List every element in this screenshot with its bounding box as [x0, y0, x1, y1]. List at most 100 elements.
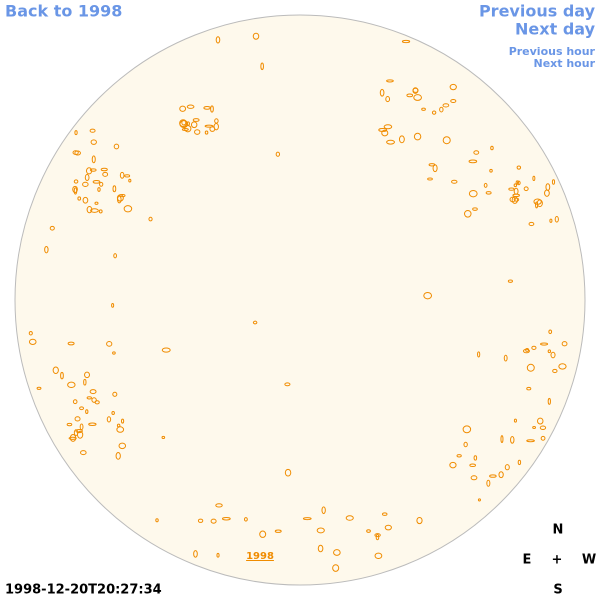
region-contour [470, 475, 478, 481]
region-contour [67, 381, 76, 389]
region-contour [197, 518, 204, 523]
region-contour [89, 128, 96, 133]
region-contour [473, 150, 480, 155]
region-contour [112, 351, 116, 355]
region-contour [317, 544, 324, 553]
region-contour [194, 129, 201, 135]
region-contour [82, 196, 89, 204]
region-contour [513, 183, 518, 188]
region-contour [118, 442, 127, 450]
region-contour [252, 32, 260, 40]
region-contour [252, 320, 258, 325]
region-contour [113, 143, 120, 150]
region-contour [90, 139, 97, 145]
region-contour [73, 179, 79, 184]
region-contour [124, 174, 131, 178]
region-contour [516, 180, 521, 186]
region-contour [512, 193, 520, 198]
region-contour [148, 216, 153, 222]
region-contour [115, 451, 121, 460]
region-contour [97, 187, 101, 192]
region-contour [332, 564, 340, 572]
region-contour [547, 349, 552, 354]
next-hour-link[interactable]: Next hour [534, 57, 596, 70]
region-contour [215, 503, 223, 508]
region-contour [428, 163, 436, 167]
region-contour [486, 479, 491, 487]
region-contour [500, 435, 504, 444]
compass-west: W [582, 553, 596, 568]
region-contour [111, 303, 115, 308]
region-contour [561, 341, 568, 347]
region-contour [386, 139, 395, 145]
region-contour [49, 225, 55, 231]
year-link[interactable]: 1998 [246, 551, 274, 562]
solar-disk [14, 14, 586, 586]
region-contour [186, 104, 195, 109]
region-contour [552, 368, 558, 374]
region-contour [221, 517, 231, 521]
region-contour [537, 417, 544, 425]
region-contour [86, 205, 93, 214]
previous-hour-link[interactable]: Previous hour [509, 45, 596, 58]
region-contour [427, 177, 433, 181]
region-contour [67, 341, 75, 346]
region-contour [540, 342, 549, 346]
region-contour [385, 96, 391, 103]
region-contour [383, 124, 393, 130]
region-contour [84, 174, 90, 181]
region-contour [116, 426, 125, 433]
region-contour [102, 171, 109, 177]
region-contour [36, 386, 42, 390]
region-contour [345, 515, 354, 521]
region-contour [442, 136, 451, 145]
region-contour [526, 363, 535, 372]
region-contour [421, 107, 426, 111]
region-contour [123, 205, 133, 213]
region-contour [112, 185, 117, 193]
region-contour [274, 529, 282, 533]
region-contour [88, 422, 97, 427]
region-contour [89, 389, 97, 395]
region-contour [442, 103, 450, 108]
region-contour [98, 209, 103, 214]
region-contour [83, 378, 87, 386]
region-contour [193, 550, 198, 558]
region-contour [406, 93, 414, 98]
region-contour [462, 425, 472, 434]
region-contour [89, 168, 97, 172]
region-contour [161, 435, 166, 439]
previous-day-link[interactable]: Previous day [479, 2, 596, 21]
region-contour [91, 155, 96, 164]
region-contour [558, 363, 567, 370]
region-contour [284, 468, 292, 477]
region-contour [113, 253, 117, 259]
region-contour [66, 422, 73, 427]
region-contour [260, 62, 264, 71]
region-contour [412, 87, 419, 94]
region-contour [111, 410, 115, 415]
region-contour [498, 471, 504, 479]
region-contour [44, 245, 49, 254]
back-year-link[interactable]: Back to 1998 [5, 2, 122, 21]
region-contour [507, 279, 513, 283]
region-contour [449, 83, 457, 91]
region-contour [526, 439, 535, 443]
region-contour [513, 418, 517, 423]
next-day-link[interactable]: Next day [515, 20, 596, 39]
region-contour [85, 409, 89, 415]
region-contour [379, 88, 385, 97]
compass-center: + [552, 553, 563, 568]
region-contour [74, 130, 78, 136]
region-contour [28, 330, 33, 336]
region-contour [381, 129, 389, 137]
compass-north: N [553, 523, 564, 538]
region-contour [516, 165, 522, 170]
region-contour [551, 179, 556, 185]
region-contour [161, 347, 171, 353]
region-contour [468, 189, 478, 198]
region-contour [413, 132, 422, 141]
region-contour [532, 425, 536, 430]
region-contour [468, 159, 478, 164]
